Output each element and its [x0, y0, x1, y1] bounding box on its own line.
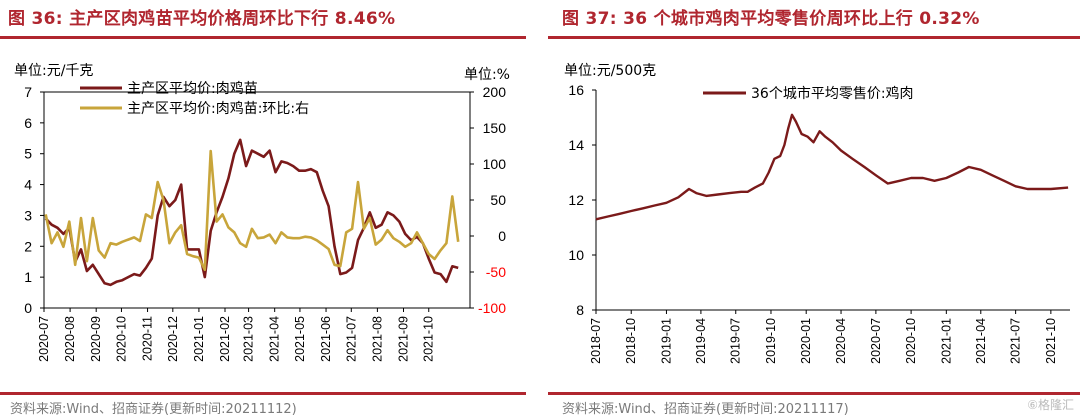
- left-y2-tick-label: 150: [483, 120, 507, 136]
- left-x-tick-label: 2021-02: [218, 316, 232, 362]
- left-y-tick-label: 4: [24, 177, 32, 193]
- right-x-tick-label: 2019-04: [694, 318, 708, 364]
- left-x-tick-label: 2021-08: [370, 316, 384, 362]
- left-source-rule: [0, 392, 526, 395]
- left-x-tick-label: 2021-04: [268, 316, 282, 362]
- left-legend-label: 主产区平均价:肉鸡苗: [127, 80, 258, 97]
- right-x-tick-label: 2021-07: [1009, 318, 1023, 364]
- left-series-line-wow: [44, 149, 460, 272]
- left-y-tick-label: 1: [24, 269, 32, 285]
- right-source-note: 资料来源:Wind、招商证券(更新时间:20211117): [562, 402, 849, 417]
- right-x-tick-label: 2021-04: [974, 318, 988, 364]
- right-y-unit-label: 单位:元/500克: [564, 63, 656, 79]
- left-x-tick-label: 2021-05: [293, 316, 307, 362]
- left-x-tick-label: 2020-07: [37, 316, 51, 362]
- left-y2-unit-label: 单位:%: [464, 67, 510, 83]
- right-x-tick-label: 2021-01: [939, 318, 953, 364]
- left-y-tick-label: 2: [24, 238, 32, 254]
- right-chart-title: 图 37: 36 个城市鸡肉平均零售价周环比上行 0.32%: [562, 9, 980, 29]
- left-source-note: 资料来源:Wind、招商证券(更新时间:20211112): [10, 402, 297, 417]
- left-series-line-price: [44, 138, 459, 287]
- right-y-tick-label: 12: [568, 192, 584, 208]
- left-plot-frame: [43, 91, 471, 309]
- left-x-tick-label: 2020-09: [89, 316, 103, 362]
- right-x-tick-label: 2019-01: [659, 318, 673, 364]
- left-y-tick-label: 5: [24, 146, 32, 162]
- right-x-tick-label: 2020-10: [904, 318, 918, 364]
- right-chart-svg: 单位:元/500克 8 10 12 14 16 2018-07 2018-10 2019-01 2…: [564, 63, 1070, 364]
- left-chart-title: 图 36: 主产区肉鸡苗平均价格周环比下行 8.46%: [8, 9, 396, 29]
- left-x-tick-label: 2020-12: [166, 316, 180, 362]
- right-legend-label: 36个城市平均零售价:鸡肉: [751, 85, 914, 102]
- left-y2-tick-label: 50: [490, 192, 506, 208]
- right-x-tick-label: 2019-07: [729, 318, 743, 364]
- watermark-logo: ⑥格隆汇: [1027, 398, 1074, 412]
- left-y-tick-label: 6: [24, 115, 32, 131]
- right-chart-panel: 图 37: 36 个城市鸡肉平均零售价周环比上行 0.32% 单位:元/500克…: [548, 0, 1080, 419]
- left-x-tick-label: 2021-09: [396, 316, 410, 362]
- right-x-tick-label: 2020-01: [799, 318, 813, 364]
- left-y-tick-label: 0: [24, 300, 32, 316]
- right-y-tick-label: 14: [568, 137, 584, 153]
- left-y2-tick-label: 0: [498, 228, 506, 244]
- right-series-line: [595, 113, 1069, 221]
- left-x-tick-label: 2021-03: [242, 316, 256, 362]
- right-y-tick-label: 10: [568, 247, 584, 263]
- left-x-tick-label: 2021-01: [192, 316, 206, 362]
- right-source-rule: [548, 392, 1080, 395]
- left-x-tick-label: 2020-10: [114, 316, 128, 362]
- left-title-rule: [0, 36, 526, 39]
- left-x-tick-label: 2021-06: [319, 316, 333, 362]
- left-y2-tick-label: 200: [483, 84, 507, 100]
- left-y-tick-label: 7: [24, 84, 32, 100]
- left-x-tick-label: 2020-08: [63, 316, 77, 362]
- left-chart-panel: 图 36: 主产区肉鸡苗平均价格周环比下行 8.46% 单位:元/千克 单位:% 0…: [0, 0, 526, 419]
- left-chart-svg: 单位:元/千克 单位:% 0 1 2 3 4 5 6 7 -100 -50 0 50 100 150 200 20…: [14, 63, 510, 362]
- right-y-tick-label: 8: [576, 302, 584, 318]
- left-legend-label: 主产区平均价:肉鸡苗:环比:右: [127, 100, 309, 117]
- right-x-tick-label: 2019-10: [764, 318, 778, 364]
- left-x-tick-label: 2021-10: [422, 316, 436, 362]
- right-y-tick-label: 16: [568, 82, 584, 98]
- right-x-tick-label: 2018-10: [624, 318, 638, 364]
- right-title-rule: [548, 36, 1080, 39]
- left-y2-tick-label: 100: [483, 156, 507, 172]
- right-x-tick-label: 2021-10: [1044, 318, 1058, 364]
- left-y-tick-label: 3: [24, 207, 32, 223]
- left-y2-tick-label: -100: [478, 300, 506, 316]
- left-x-tick-label: 2021-07: [344, 316, 358, 362]
- right-x-tick-label: 2020-07: [869, 318, 883, 364]
- right-x-tick-label: 2018-07: [589, 318, 603, 364]
- right-x-tick-label: 2020-04: [834, 318, 848, 364]
- left-x-tick-label: 2020-11: [141, 316, 155, 361]
- left-y2-tick-label: -50: [486, 264, 506, 280]
- left-y-unit-label: 单位:元/千克: [14, 63, 93, 79]
